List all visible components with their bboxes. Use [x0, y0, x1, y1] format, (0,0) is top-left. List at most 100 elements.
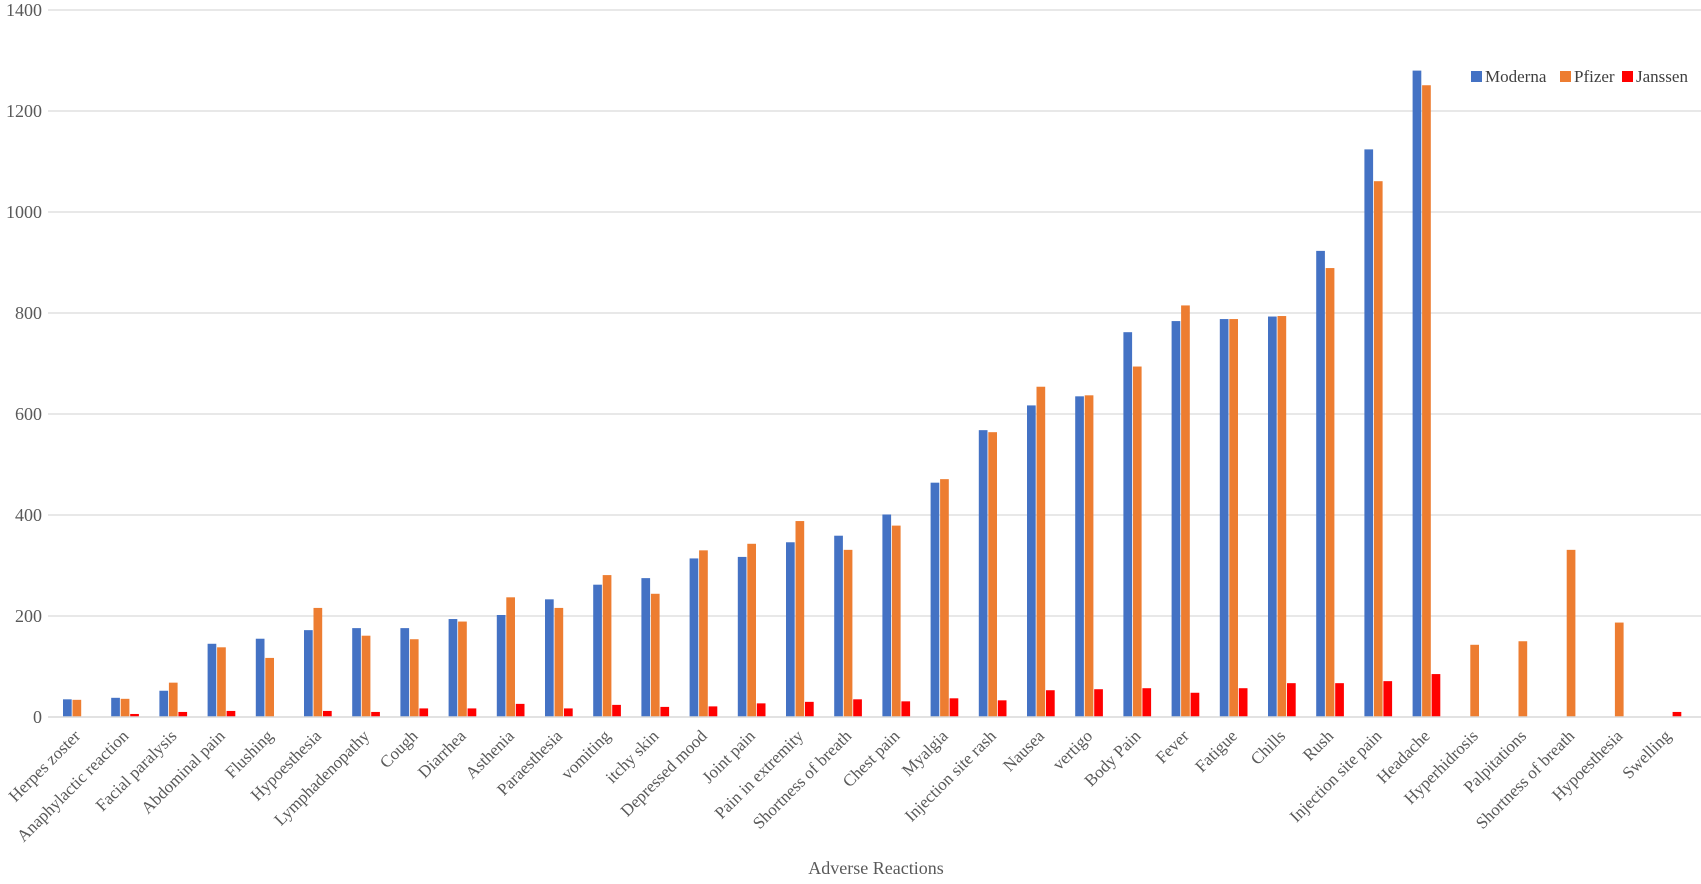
x-tick-label: Fever: [1152, 726, 1193, 767]
bar-moderna: [1123, 332, 1133, 717]
bar-janssen: [1335, 683, 1344, 717]
bar-pfizer: [120, 698, 130, 717]
legend-label-pfizer: Pfizer: [1574, 67, 1615, 86]
bar-janssen: [997, 700, 1007, 717]
bar-moderna: [304, 630, 313, 717]
bar-janssen: [178, 711, 188, 717]
bar-moderna: [1364, 149, 1374, 717]
y-tick-label: 1200: [6, 101, 42, 121]
y-tick-label: 1000: [6, 202, 42, 222]
x-tick-label: Cough: [376, 726, 422, 772]
bar-janssen: [130, 713, 139, 717]
bar-moderna: [737, 556, 747, 717]
legend-label-janssen: Janssen: [1636, 67, 1688, 86]
x-tick-label: Chills: [1247, 726, 1289, 768]
bar-janssen: [756, 703, 766, 717]
bar-janssen: [853, 699, 862, 717]
bar-janssen: [901, 701, 911, 717]
bar-janssen: [1190, 692, 1200, 717]
bar-moderna: [641, 578, 651, 717]
bar-pfizer: [1373, 181, 1383, 717]
y-tick-label: 800: [15, 303, 42, 323]
x-tick-label: Nausea: [999, 726, 1048, 775]
bars: [63, 70, 1682, 718]
bar-moderna: [1268, 316, 1277, 717]
y-tick-label: 400: [15, 505, 42, 525]
bar-moderna: [1316, 250, 1325, 717]
x-tick-label: vertigo: [1049, 726, 1096, 773]
bar-pfizer: [650, 593, 660, 717]
bar-moderna: [1075, 396, 1084, 717]
bar-janssen: [226, 710, 236, 717]
bar-moderna: [352, 628, 361, 717]
y-tick-label: 0: [33, 707, 42, 727]
bar-moderna: [930, 482, 940, 717]
y-tick-label: 1400: [6, 0, 42, 20]
bar-pfizer: [72, 699, 82, 717]
bar-pfizer: [409, 639, 419, 717]
bar-pfizer: [1422, 85, 1431, 718]
bar-pfizer: [506, 597, 515, 717]
bar-pfizer: [988, 432, 997, 717]
bar-pfizer: [168, 682, 178, 717]
bar-moderna: [111, 697, 120, 717]
bar-janssen: [1094, 689, 1103, 717]
bar-janssen: [1672, 711, 1682, 717]
bar-moderna: [834, 535, 843, 717]
bar-janssen: [1142, 688, 1152, 717]
bar-pfizer: [1229, 319, 1238, 717]
x-tick-label: Diarrhea: [414, 726, 470, 782]
legend-swatch-moderna: [1471, 71, 1482, 82]
bar-moderna: [448, 619, 458, 717]
bar-janssen: [612, 704, 621, 717]
bar-pfizer: [265, 657, 274, 717]
y-axis-ticks: 0 200 400 600 800 1000 1200 1400: [6, 0, 42, 727]
x-tick-label: Fatigue: [1191, 726, 1240, 775]
x-tick-label: Depressed mood: [617, 726, 711, 820]
bar-moderna: [159, 690, 169, 717]
bar-moderna: [1027, 405, 1036, 717]
bar-pfizer: [313, 607, 323, 717]
bar-pfizer: [843, 549, 853, 717]
bar-janssen: [1287, 683, 1296, 717]
bar-janssen: [949, 698, 959, 717]
bar-janssen: [1431, 674, 1441, 717]
bar-pfizer: [361, 635, 371, 717]
bar-pfizer: [891, 525, 901, 717]
bar-janssen: [1383, 681, 1393, 717]
bar-janssen: [467, 708, 477, 717]
bar-janssen: [660, 706, 670, 717]
bar-janssen: [1046, 690, 1055, 717]
legend-label-moderna: Moderna: [1485, 67, 1547, 86]
bar-janssen: [323, 710, 332, 717]
y-tick-label: 200: [15, 606, 42, 626]
bar-pfizer: [554, 607, 564, 717]
bar-janssen: [708, 706, 718, 717]
bar-moderna: [255, 638, 265, 717]
bar-pfizer: [1084, 395, 1094, 717]
bar-moderna: [978, 430, 988, 717]
bar-pfizer: [699, 550, 708, 717]
x-tick-label: Abdominal pain: [137, 726, 229, 818]
bar-moderna: [207, 643, 217, 717]
bar-pfizer: [1325, 268, 1335, 717]
bar-moderna: [545, 599, 554, 717]
bar-moderna: [593, 584, 602, 717]
bar-pfizer: [1470, 644, 1479, 717]
bar-pfizer: [1132, 366, 1142, 717]
bar-janssen: [515, 703, 525, 717]
bar-moderna: [786, 542, 795, 717]
x-tick-label: Rush: [1299, 726, 1338, 765]
bar-moderna: [400, 628, 410, 717]
bar-pfizer: [940, 479, 949, 717]
y-tick-label: 600: [15, 404, 42, 424]
bar-janssen: [419, 708, 429, 717]
bar-pfizer: [1518, 641, 1528, 717]
gridlines: [48, 9, 1701, 617]
bar-pfizer: [1566, 549, 1576, 717]
bar-moderna: [1219, 319, 1229, 717]
bar-moderna: [882, 514, 892, 717]
bar-pfizer: [1181, 305, 1190, 717]
